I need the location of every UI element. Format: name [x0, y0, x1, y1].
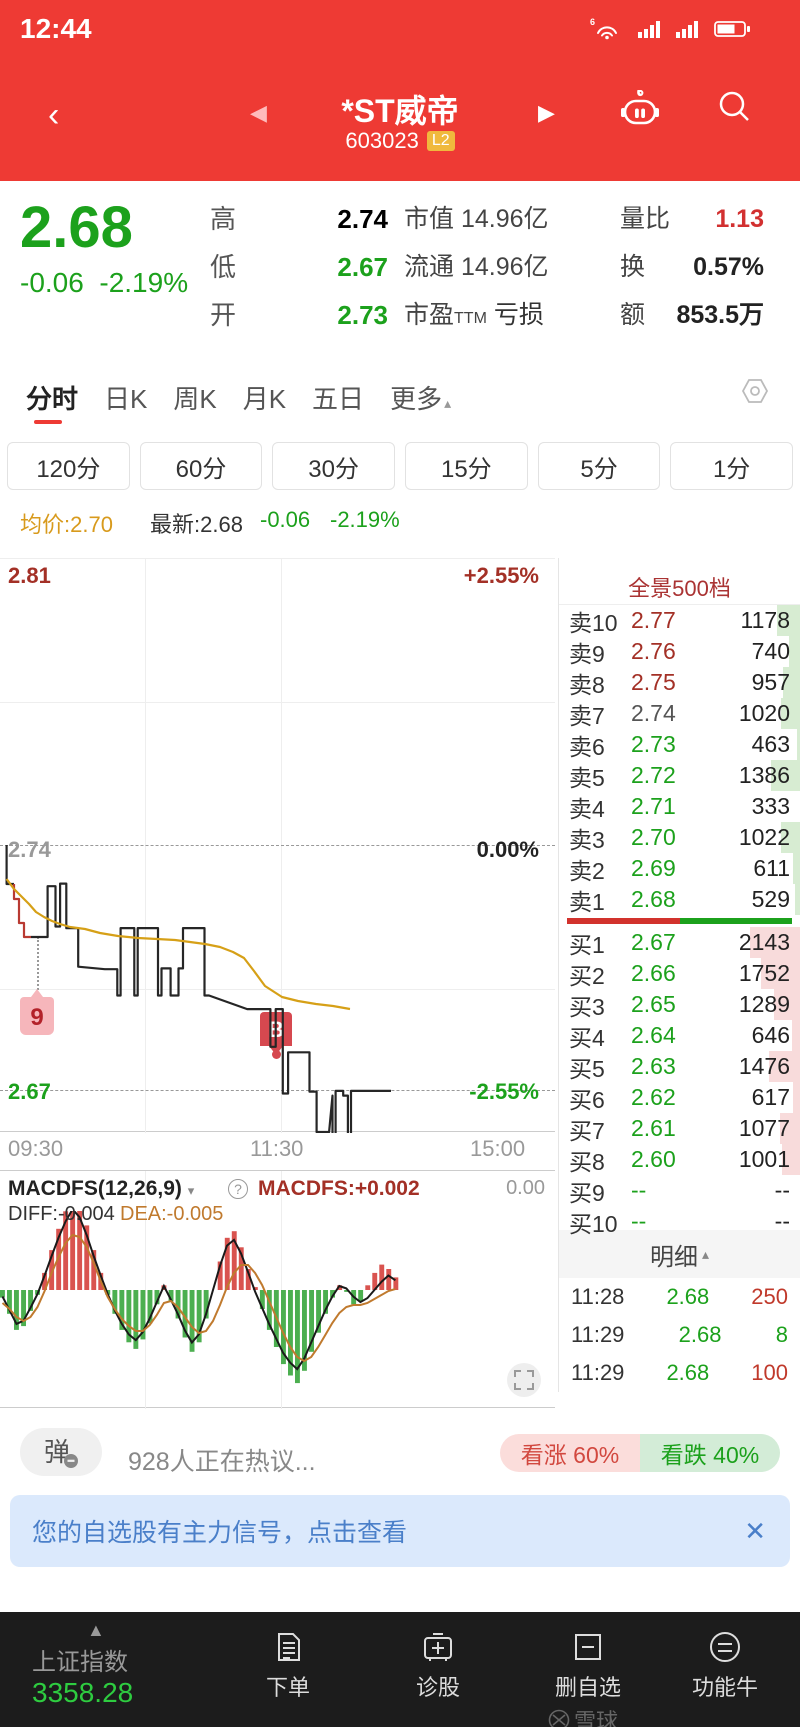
svg-text:6: 6 — [590, 18, 595, 27]
